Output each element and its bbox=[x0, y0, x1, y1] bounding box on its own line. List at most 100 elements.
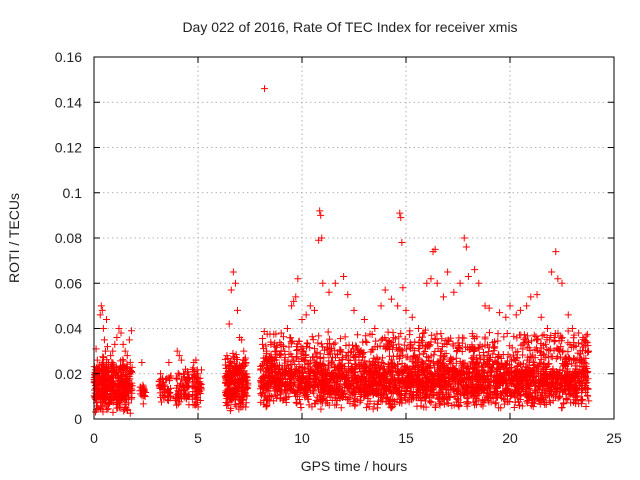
data-point bbox=[522, 381, 530, 389]
data-point bbox=[271, 378, 279, 386]
data-point bbox=[448, 356, 456, 364]
data-point bbox=[413, 371, 421, 379]
data-point bbox=[315, 332, 323, 340]
data-point bbox=[305, 401, 313, 409]
data-point bbox=[435, 389, 443, 397]
data-point bbox=[342, 341, 350, 349]
data-point bbox=[542, 375, 550, 383]
data-point bbox=[295, 338, 303, 346]
data-point bbox=[333, 395, 341, 403]
data-point bbox=[331, 339, 339, 347]
data-point bbox=[578, 374, 586, 382]
data-point bbox=[344, 382, 352, 390]
data-point bbox=[388, 356, 396, 364]
data-point bbox=[515, 359, 523, 367]
data-point bbox=[314, 339, 322, 347]
data-point bbox=[468, 344, 476, 352]
data-point bbox=[564, 348, 572, 356]
data-point bbox=[428, 331, 436, 339]
data-point bbox=[94, 386, 102, 394]
data-point bbox=[561, 354, 569, 362]
data-point bbox=[384, 370, 392, 378]
data-point bbox=[529, 359, 537, 367]
data-point bbox=[354, 331, 362, 339]
data-point bbox=[514, 348, 522, 356]
data-point bbox=[388, 371, 396, 379]
data-point bbox=[342, 352, 350, 360]
data-point bbox=[402, 363, 410, 371]
data-point bbox=[342, 376, 350, 384]
data-point bbox=[375, 397, 383, 405]
data-point bbox=[443, 399, 451, 407]
data-point bbox=[344, 348, 352, 356]
data-point bbox=[356, 368, 364, 376]
data-point bbox=[563, 371, 571, 379]
data-point bbox=[396, 209, 404, 217]
data-point bbox=[529, 403, 537, 411]
data-point bbox=[484, 376, 492, 384]
data-point bbox=[223, 399, 231, 407]
data-point bbox=[542, 400, 550, 408]
data-point bbox=[227, 286, 235, 294]
data-point bbox=[572, 382, 580, 390]
data-point bbox=[536, 400, 544, 408]
data-point bbox=[463, 364, 471, 372]
data-point bbox=[484, 373, 492, 381]
data-point bbox=[390, 380, 398, 388]
data-point bbox=[513, 354, 521, 362]
data-point bbox=[123, 360, 131, 368]
data-point bbox=[266, 330, 274, 338]
data-point bbox=[173, 393, 181, 401]
data-point bbox=[354, 372, 362, 380]
data-point bbox=[226, 358, 234, 366]
data-point bbox=[468, 358, 476, 366]
data-point bbox=[431, 245, 439, 253]
data-point bbox=[317, 377, 325, 385]
data-point bbox=[334, 351, 342, 359]
data-point bbox=[423, 353, 431, 361]
data-point bbox=[419, 366, 427, 374]
data-point bbox=[470, 373, 478, 381]
data-point bbox=[412, 389, 420, 397]
data-point bbox=[235, 380, 243, 388]
data-point bbox=[226, 368, 234, 376]
data-point bbox=[320, 354, 328, 362]
data-point bbox=[442, 383, 450, 391]
data-point bbox=[311, 399, 319, 407]
y-tick-labels: 0 0.02 0.04 0.06 0.08 0.1 0.12 0.14 0.16 bbox=[55, 49, 82, 427]
data-point bbox=[165, 358, 173, 366]
data-point bbox=[577, 396, 585, 404]
data-point bbox=[542, 368, 550, 376]
data-point bbox=[311, 345, 319, 353]
data-point bbox=[494, 337, 502, 345]
data-point bbox=[366, 386, 374, 394]
data-point bbox=[389, 329, 397, 337]
data-point bbox=[440, 367, 448, 375]
data-point bbox=[97, 376, 105, 384]
data-point bbox=[523, 337, 531, 345]
data-point bbox=[504, 385, 512, 393]
data-point bbox=[429, 358, 437, 366]
data-point bbox=[173, 347, 181, 355]
data-point bbox=[494, 351, 502, 359]
data-point bbox=[436, 395, 444, 403]
data-point bbox=[430, 382, 438, 390]
data-point bbox=[545, 397, 553, 405]
data-point bbox=[279, 333, 287, 341]
data-points bbox=[90, 85, 593, 417]
data-point bbox=[401, 335, 409, 343]
data-point bbox=[507, 391, 515, 399]
data-point bbox=[293, 387, 301, 395]
data-point bbox=[361, 363, 369, 371]
data-point bbox=[585, 397, 593, 405]
data-point bbox=[446, 394, 454, 402]
data-point bbox=[408, 313, 416, 321]
data-point bbox=[294, 382, 302, 390]
data-point bbox=[111, 393, 119, 401]
data-point bbox=[427, 369, 435, 377]
data-point bbox=[261, 373, 269, 381]
data-point bbox=[352, 360, 360, 368]
data-point bbox=[579, 386, 587, 394]
data-point bbox=[184, 379, 192, 387]
data-point bbox=[265, 371, 273, 379]
